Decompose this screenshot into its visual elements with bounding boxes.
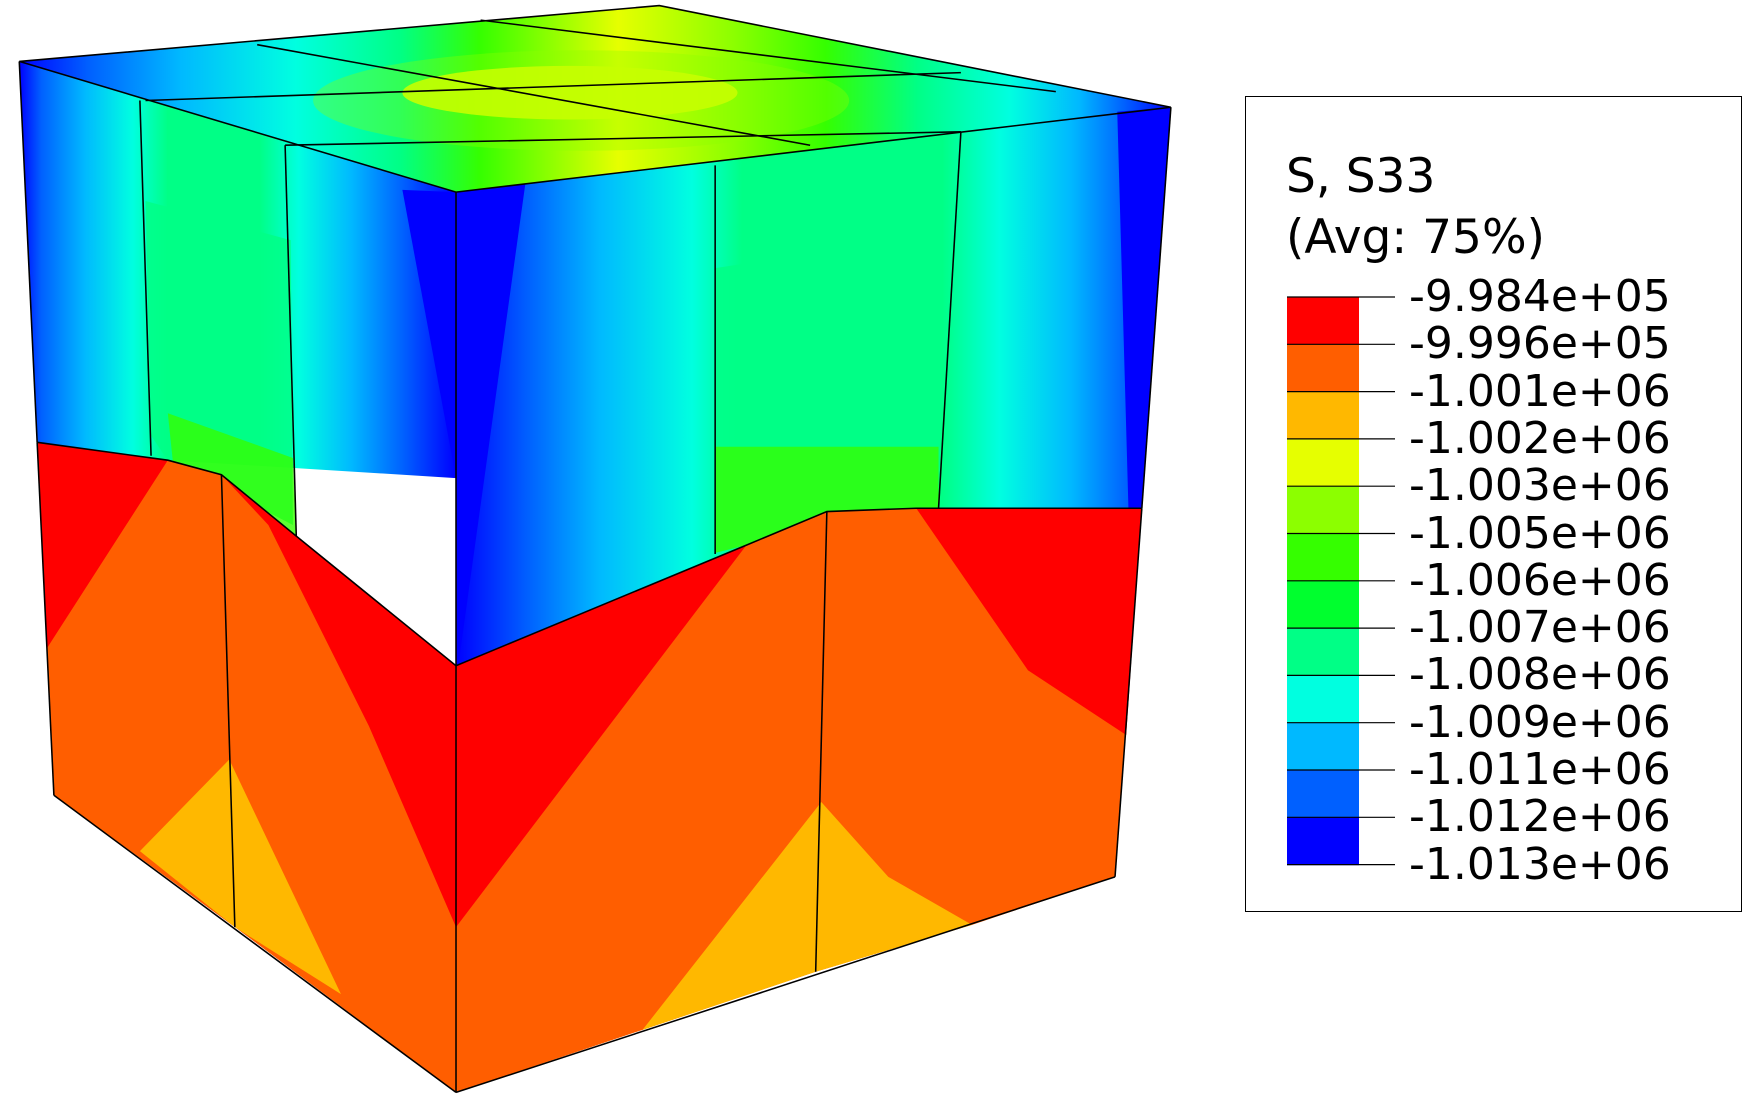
legend-value-label: -1.003e+06 (1409, 460, 1671, 512)
legend-panel: S, S33 (Avg: 75%) -9.984e+05 -9.996e+05 -1… (1245, 96, 1742, 912)
legend-color-band (1287, 391, 1359, 440)
legend-color-scale (1287, 296, 1395, 866)
legend-value-label: -1.001e+06 (1409, 365, 1671, 417)
legend-value-label: -1.008e+06 (1409, 649, 1671, 701)
legend-value-label: -1.002e+06 (1409, 412, 1671, 464)
legend-value-label: -1.013e+06 (1409, 838, 1671, 890)
legend-value-label: -1.006e+06 (1409, 554, 1671, 606)
legend-color-band (1287, 675, 1359, 724)
legend-color-band (1287, 438, 1359, 487)
legend-color-band (1287, 770, 1359, 818)
legend-value-label: -1.009e+06 (1409, 696, 1671, 748)
legend-value-label: -1.011e+06 (1409, 744, 1671, 795)
left-face-upper (19, 61, 457, 537)
legend-color-band (1287, 580, 1359, 629)
legend-value-label: -9.996e+05 (1409, 318, 1671, 370)
legend-color-band (1287, 722, 1359, 771)
legend-color-band (1287, 486, 1359, 535)
legend-value-label: -1.007e+06 (1409, 602, 1671, 654)
legend-color-band (1287, 533, 1359, 582)
legend-color-band (1287, 344, 1359, 393)
right-face-upper (456, 107, 1171, 666)
legend-averaging-title: (Avg: 75%) (1286, 210, 1545, 265)
legend-value-label: -1.012e+06 (1409, 791, 1671, 843)
legend-value-label: -9.984e+05 (1409, 271, 1671, 322)
legend-value-label: -1.005e+06 (1409, 507, 1671, 559)
legend-color-band (1287, 817, 1359, 866)
legend-color-band (1287, 297, 1359, 345)
lower-face-right (456, 508, 1142, 1093)
lower-face-left (37, 442, 457, 1093)
mesh-edges (18, 4, 1172, 1094)
legend-variable-title: S, S33 (1286, 149, 1436, 204)
legend-color-band (1287, 628, 1359, 676)
